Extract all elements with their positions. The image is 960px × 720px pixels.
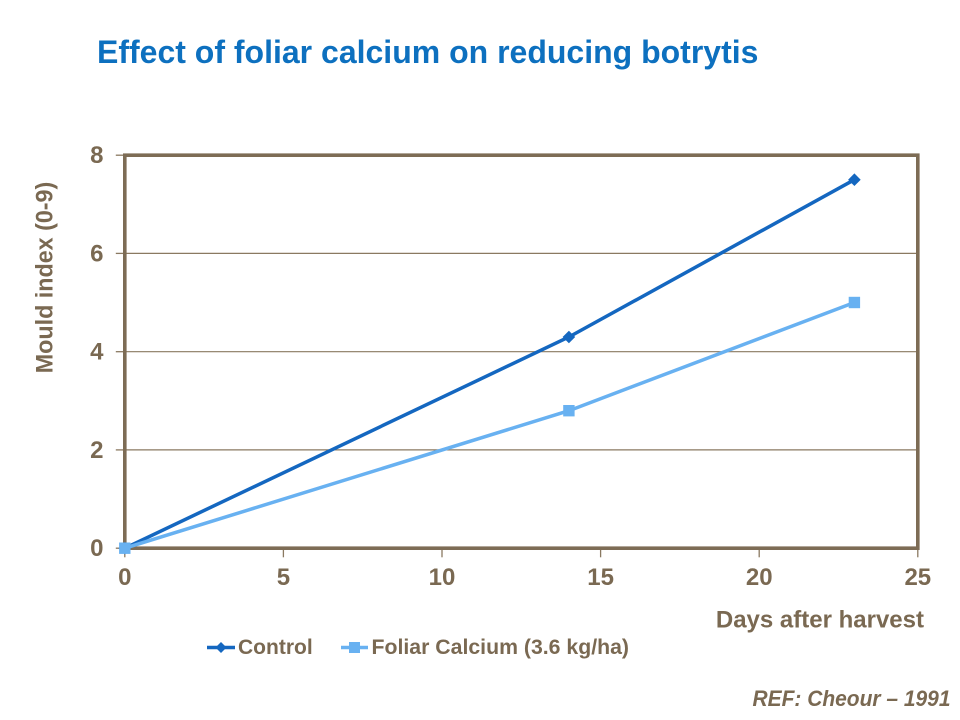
svg-text:15: 15 [587, 564, 614, 591]
svg-text:Mould index (0-9): Mould index (0-9) [32, 182, 59, 374]
svg-text:20: 20 [746, 564, 773, 591]
svg-text:6: 6 [90, 240, 103, 267]
svg-text:5: 5 [277, 564, 290, 591]
svg-text:Control: Control [238, 636, 313, 659]
svg-text:10: 10 [429, 564, 456, 591]
svg-text:Days after harvest: Days after harvest [716, 607, 924, 634]
svg-text:Effect of foliar calcium on re: Effect of foliar calcium on reducing bot… [97, 34, 758, 70]
svg-text:25: 25 [904, 564, 931, 591]
svg-text:4: 4 [90, 339, 104, 366]
svg-text:0: 0 [90, 535, 103, 562]
svg-text:0: 0 [118, 564, 131, 591]
svg-text:2: 2 [90, 437, 103, 464]
svg-text:8: 8 [90, 142, 103, 169]
svg-text:REF: Cheour – 1991: REF: Cheour – 1991 [753, 686, 951, 711]
svg-text:Foliar Calcium (3.6 kg/ha): Foliar Calcium (3.6 kg/ha) [372, 636, 630, 659]
